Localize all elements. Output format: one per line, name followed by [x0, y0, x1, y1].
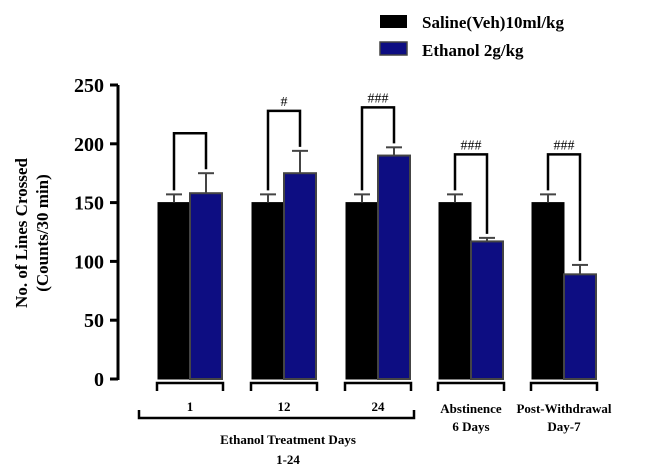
- y-axis: 0 50 100 150 200 250: [74, 75, 120, 391]
- group-label-line1: Ethanol Treatment Days: [220, 432, 356, 447]
- significance-bracket: [172, 131, 208, 191]
- y-tick-label: 100: [74, 251, 104, 273]
- significance-brackets: # ###### ###: [172, 91, 582, 261]
- significance-label: ###: [554, 138, 575, 153]
- category-label: Post-Withdrawal: [516, 401, 611, 416]
- saline-bar: [251, 202, 285, 380]
- ethanol-bar: [189, 192, 223, 380]
- category-bracket: [436, 381, 506, 391]
- ethanol-bar: [377, 154, 411, 380]
- category-label: 12: [278, 399, 291, 414]
- saline-bar: [438, 202, 472, 380]
- category-bracket: [529, 381, 599, 391]
- group-label-line2: 1-24: [276, 452, 300, 466]
- legend: Saline(Veh)10ml/kg Ethanol 2g/kg: [379, 13, 565, 60]
- ethanol-bar: [283, 172, 317, 380]
- category-axis: 1 12 24 Abstinence 6 Days Post-Withdrawal Day-…: [155, 381, 612, 434]
- significance-bracket: [453, 153, 489, 234]
- y-axis-label-line1: No. of Lines Crossed: [12, 158, 31, 308]
- y-axis-title: No. of Lines Crossed (Counts/30 min): [12, 158, 52, 308]
- saline-bar: [531, 202, 565, 380]
- significance-label: #: [281, 95, 288, 110]
- category-label: Day-7: [547, 419, 581, 434]
- y-tick-label: 250: [74, 75, 104, 97]
- significance-bracket: [360, 106, 396, 191]
- category-label: Abstinence: [440, 401, 502, 416]
- category-label: 24: [372, 399, 386, 414]
- ethanol-bar: [470, 240, 504, 380]
- group-bracket: [137, 410, 416, 420]
- significance-label: ###: [368, 91, 389, 106]
- legend-label-saline: Saline(Veh)10ml/kg: [422, 13, 565, 32]
- significance-bracket: [266, 109, 302, 191]
- category-bracket: [155, 381, 225, 391]
- ethanol-bar: [563, 273, 597, 380]
- legend-swatch-ethanol: [379, 41, 408, 56]
- legend-label-ethanol: Ethanol 2g/kg: [422, 41, 524, 60]
- y-axis-label-line2: (Counts/30 min): [33, 174, 52, 292]
- bars: [157, 146, 597, 380]
- y-tick-label: 200: [74, 134, 104, 156]
- category-bracket: [249, 381, 319, 391]
- y-tick-label: 50: [84, 310, 104, 332]
- y-tick-label: 150: [74, 193, 104, 215]
- category-bracket: [343, 381, 413, 391]
- group-axis: Ethanol Treatment Days 1-24: [137, 410, 416, 466]
- saline-bar: [157, 202, 191, 380]
- y-tick-label: 0: [94, 369, 104, 391]
- category-label: 1: [187, 399, 194, 414]
- significance-label: ###: [461, 138, 482, 153]
- legend-swatch-saline: [380, 15, 407, 28]
- category-label: 6 Days: [452, 419, 489, 434]
- saline-bar: [345, 202, 379, 380]
- significance-bracket: [546, 153, 582, 261]
